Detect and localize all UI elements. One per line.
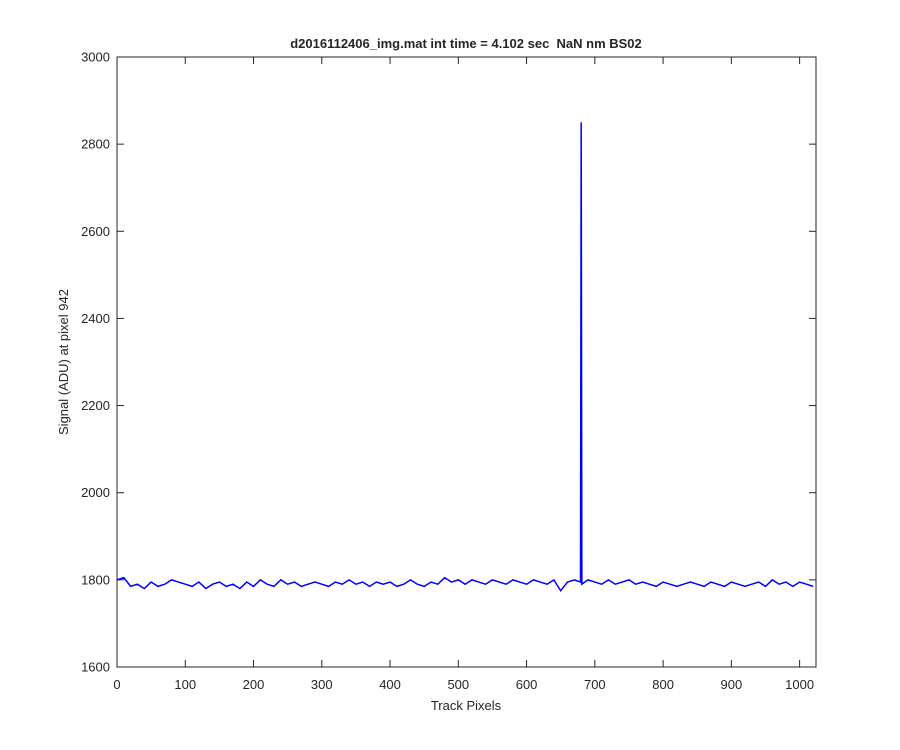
y-tick-label: 1600 xyxy=(81,660,110,675)
y-tick-label: 2600 xyxy=(81,224,110,239)
y-tick-label: 1800 xyxy=(81,572,110,587)
x-tick-label: 500 xyxy=(447,677,469,692)
plot-area xyxy=(116,56,817,668)
x-tick-label: 300 xyxy=(311,677,333,692)
y-tick-label: 2800 xyxy=(81,137,110,152)
y-tick-label: 2200 xyxy=(81,398,110,413)
y-axis-label: Signal (ADU) at pixel 942 xyxy=(56,289,71,435)
x-tick-label: 200 xyxy=(243,677,265,692)
x-tick-label: 700 xyxy=(584,677,606,692)
x-tick-label: 400 xyxy=(379,677,401,692)
x-tick-label: 1000 xyxy=(785,677,814,692)
x-tick-label: 900 xyxy=(721,677,743,692)
x-tick-label: 0 xyxy=(113,677,120,692)
data-line xyxy=(116,122,814,593)
chart-title: d2016112406_img.mat int time = 4.102 sec… xyxy=(290,36,642,51)
x-tick-label: 800 xyxy=(652,677,674,692)
x-axis-label: Track Pixels xyxy=(431,698,502,713)
x-tick-label: 100 xyxy=(174,677,196,692)
x-tick-label: 600 xyxy=(516,677,538,692)
y-tick-label: 2400 xyxy=(81,311,110,326)
y-tick-label: 2000 xyxy=(81,485,110,500)
y-tick-label: 3000 xyxy=(81,50,110,65)
